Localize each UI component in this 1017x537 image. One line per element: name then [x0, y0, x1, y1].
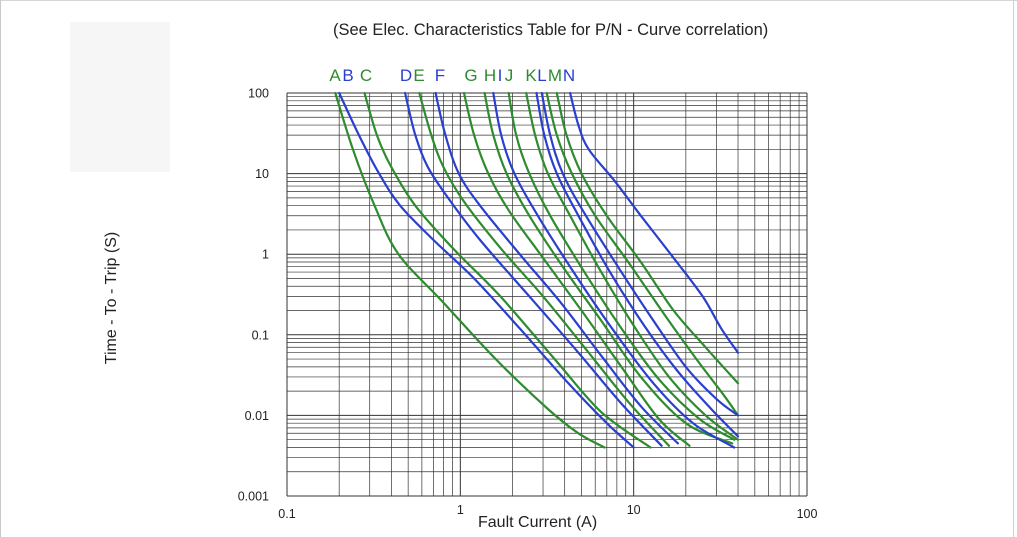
curve-unlabeled-15 [540, 91, 740, 417]
curve-label-i: I [498, 66, 503, 85]
curve-label-e: E [413, 66, 424, 85]
curve-label-l: L [537, 66, 546, 85]
y-tick-label: 0.1 [252, 328, 269, 342]
curve-label-c: C [360, 66, 372, 85]
curve-f [434, 91, 679, 445]
curve-label-b: B [342, 66, 353, 85]
y-tick-label: 0.001 [238, 490, 269, 504]
frame-right-edge [1013, 0, 1014, 537]
curve-label-a: A [329, 66, 341, 85]
y-tick-label: 100 [248, 87, 269, 101]
curve-label-n: N [563, 66, 575, 85]
curve-j [507, 91, 736, 441]
curve-b [338, 91, 635, 449]
curve-g [462, 91, 691, 447]
curve-k [525, 91, 740, 441]
curve-label-k: K [525, 66, 537, 85]
y-tick-label: 0.01 [245, 409, 269, 423]
curve-c [363, 91, 652, 449]
curve-label-m: M [548, 66, 562, 85]
x-tick-label: 0.1 [278, 507, 295, 521]
curve-i [492, 91, 736, 449]
x-axis-label: Fault Current (A) [478, 514, 598, 531]
curve-label-g: G [464, 66, 477, 85]
x-tick-label: 10 [627, 503, 641, 517]
curve-m [545, 91, 740, 417]
chart-subtitle: (See Elec. Characteristics Table for P/N… [333, 21, 769, 39]
curve-label-f: F [435, 66, 445, 85]
curve-d [404, 91, 663, 447]
curve-a [334, 91, 606, 449]
faint-background-panel [70, 22, 170, 172]
curve-label-j: J [505, 66, 514, 85]
curve-unlabeled-14 [555, 91, 740, 385]
curve-label-h: H [484, 66, 496, 85]
curve-h [483, 91, 734, 445]
curve-l [535, 91, 740, 438]
y-tick-label: 10 [255, 167, 269, 181]
x-tick-label: 100 [797, 507, 818, 521]
curve-n [569, 91, 740, 354]
x-tick-label: 1 [457, 503, 464, 517]
curve-label-d: D [400, 66, 412, 85]
y-tick-label: 1 [262, 248, 269, 262]
curve-e [418, 91, 671, 447]
